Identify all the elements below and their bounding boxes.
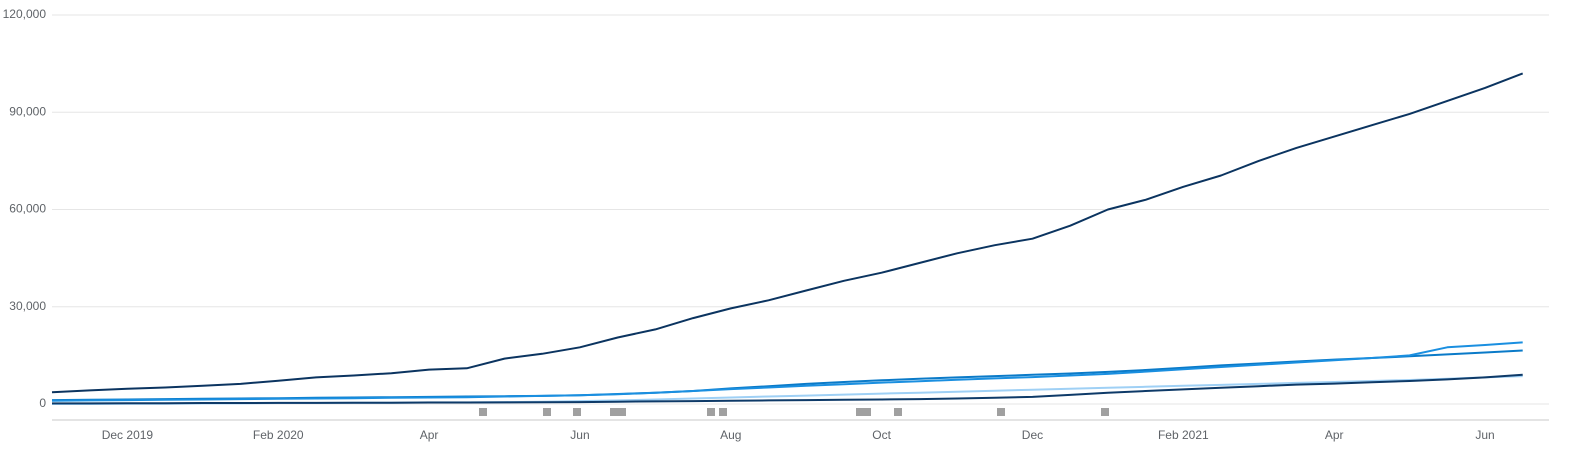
x-tick-label: Dec: [1022, 428, 1043, 442]
annotation-marker: [894, 408, 902, 416]
annotation-marker: [856, 408, 864, 416]
plot-layer: 0 30,000 60,000 90,000 120,000 Dec 2019 Feb 20…: [3, 7, 1549, 442]
x-tick-label: Oct: [872, 428, 891, 442]
annotation-marker: [707, 408, 715, 416]
series-line: [51, 72, 1524, 394]
annotation-marker: [610, 408, 618, 416]
series-line: [52, 373, 1523, 405]
x-tick-label: Feb 2021: [1158, 428, 1209, 442]
y-tick-label: 90,000: [9, 104, 46, 118]
annotation-marker: [573, 408, 581, 416]
y-tick-label: 60,000: [9, 202, 46, 216]
x-tick-label: Aug: [720, 428, 741, 442]
annotation-markers: [479, 408, 1109, 416]
x-tick-label: Jun: [570, 428, 589, 442]
series-line: [51, 341, 1523, 402]
x-tick-label: Jun: [1475, 428, 1494, 442]
x-tick-label: Apr: [420, 428, 439, 442]
annotation-marker: [620, 408, 626, 416]
y-tick-label: 30,000: [9, 299, 46, 313]
x-tick-label: Feb 2020: [253, 428, 304, 442]
annotation-marker: [863, 408, 871, 416]
y-tick-label: 0: [39, 396, 46, 410]
annotation-marker: [615, 408, 623, 416]
x-tick-label: Apr: [1325, 428, 1344, 442]
annotation-marker: [479, 408, 487, 416]
x-tick-label: Dec 2019: [102, 428, 154, 442]
annotation-marker: [1101, 408, 1109, 416]
y-tick-label: 120,000: [3, 7, 47, 21]
series-line: [51, 349, 1523, 402]
annotation-marker: [543, 408, 551, 416]
annotation-marker: [997, 408, 1005, 416]
annotation-marker: [719, 408, 727, 416]
